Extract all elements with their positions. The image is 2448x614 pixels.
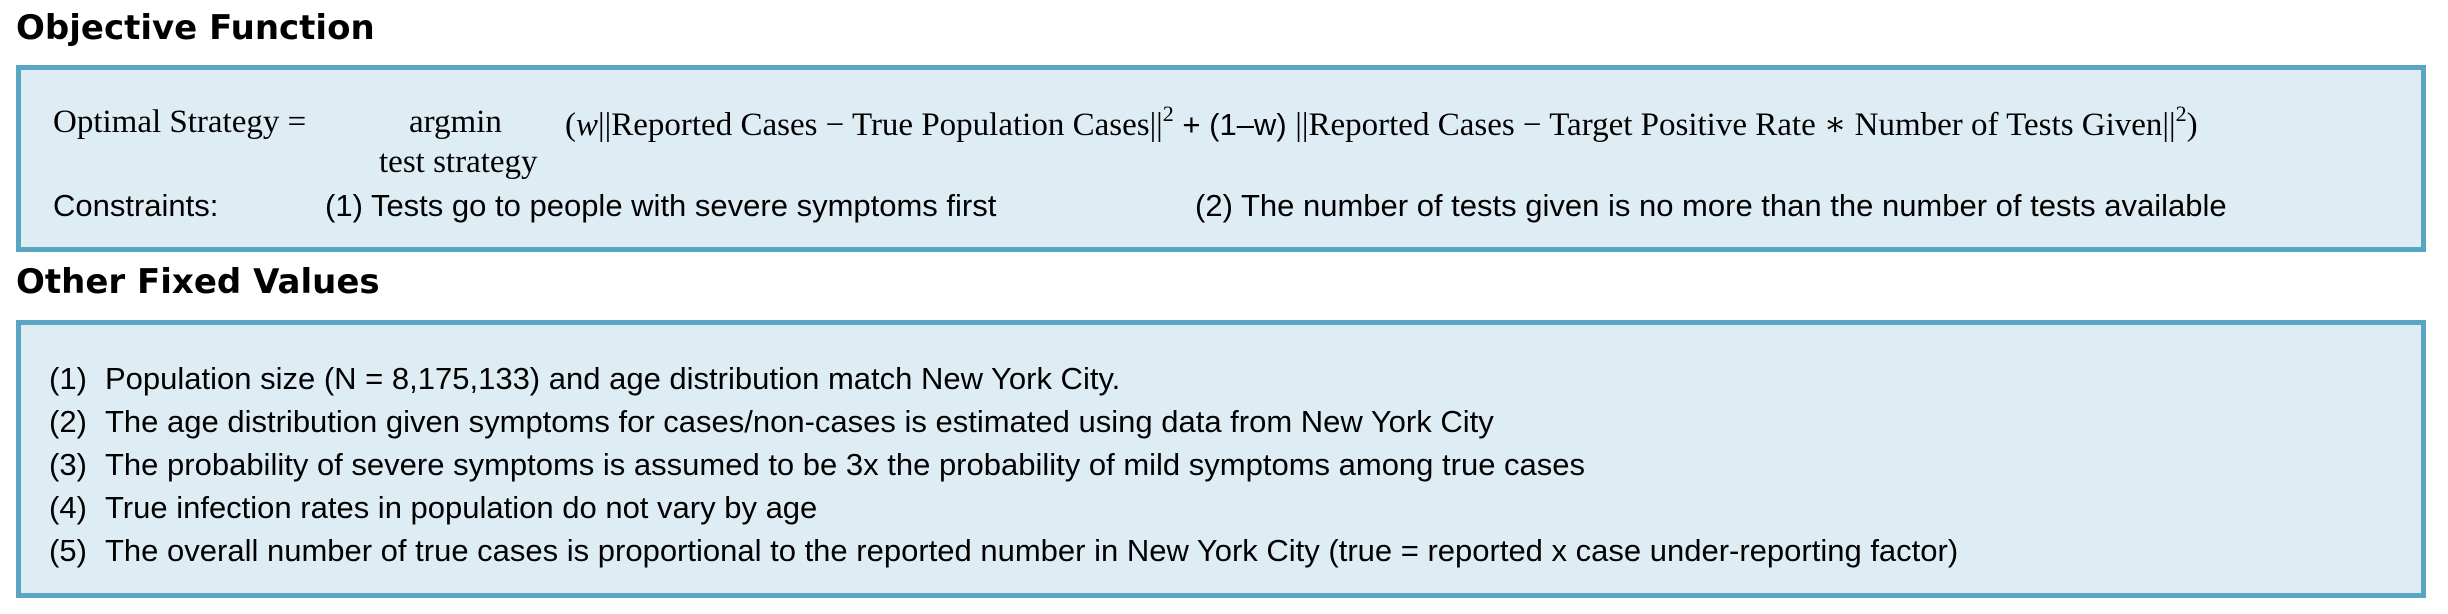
objective-function-box: Optimal Strategy = argmin test strategy … <box>16 65 2426 252</box>
term-2: ||Reported Cases − Target Positive Rate … <box>1295 107 2176 143</box>
constraints-row: Constraints: (1) Tests go to people with… <box>53 188 2413 232</box>
term-1: ||Reported Cases − True Population Cases… <box>598 107 1163 143</box>
open-paren: ( <box>565 107 576 143</box>
fixed-values-list: (1) Population size (N = 8,175,133) and … <box>49 357 2409 572</box>
equation-rhs: (w||Reported Cases − True Population Cas… <box>565 101 2198 144</box>
list-item-text: The overall number of true cases is prop… <box>105 533 1959 568</box>
square-2: 2 <box>2175 101 2187 126</box>
list-item: (1) Population size (N = 8,175,133) and … <box>49 357 2409 400</box>
list-item: (4) True infection rates in population d… <box>49 486 2409 529</box>
constraint-item: (2) The number of tests given is no more… <box>1195 188 2227 223</box>
argmin-subscript: test strategy <box>379 144 538 180</box>
constraints-label: Constraints: <box>53 188 219 223</box>
list-item: (5) The overall number of true cases is … <box>49 529 2409 572</box>
objective-equation: Optimal Strategy = argmin test strategy … <box>53 94 2413 181</box>
fixed-values-box: (1) Population size (N = 8,175,133) and … <box>16 320 2426 598</box>
objective-function-title: Objective Function <box>16 8 375 48</box>
argmin-operator: argmin <box>409 104 502 140</box>
fixed-values-title: Other Fixed Values <box>16 262 380 302</box>
list-item-number: (5) <box>49 533 87 568</box>
close-paren: ) <box>2186 107 2198 143</box>
weight-symbol: w <box>576 107 599 143</box>
list-item-text: The age distribution given symptoms for … <box>105 404 1494 439</box>
list-item: (3) The probability of severe symptoms i… <box>49 443 2409 486</box>
weight-complement: + (1–w) <box>1173 107 1296 142</box>
square-1: 2 <box>1162 101 1174 126</box>
list-item-text: True infection rates in population do no… <box>105 490 818 525</box>
equation-lhs: Optimal Strategy = <box>53 104 307 140</box>
list-item-number: (4) <box>49 490 87 525</box>
constraint-item: (1) Tests go to people with severe sympt… <box>325 188 997 223</box>
list-item-text: The probability of severe symptoms is as… <box>105 447 1586 482</box>
list-item-text: Population size (N = 8,175,133) and age … <box>105 361 1121 396</box>
list-item-number: (3) <box>49 447 87 482</box>
list-item-number: (1) <box>49 361 87 396</box>
list-item-number: (2) <box>49 404 87 439</box>
list-item: (2) The age distribution given symptoms … <box>49 400 2409 443</box>
